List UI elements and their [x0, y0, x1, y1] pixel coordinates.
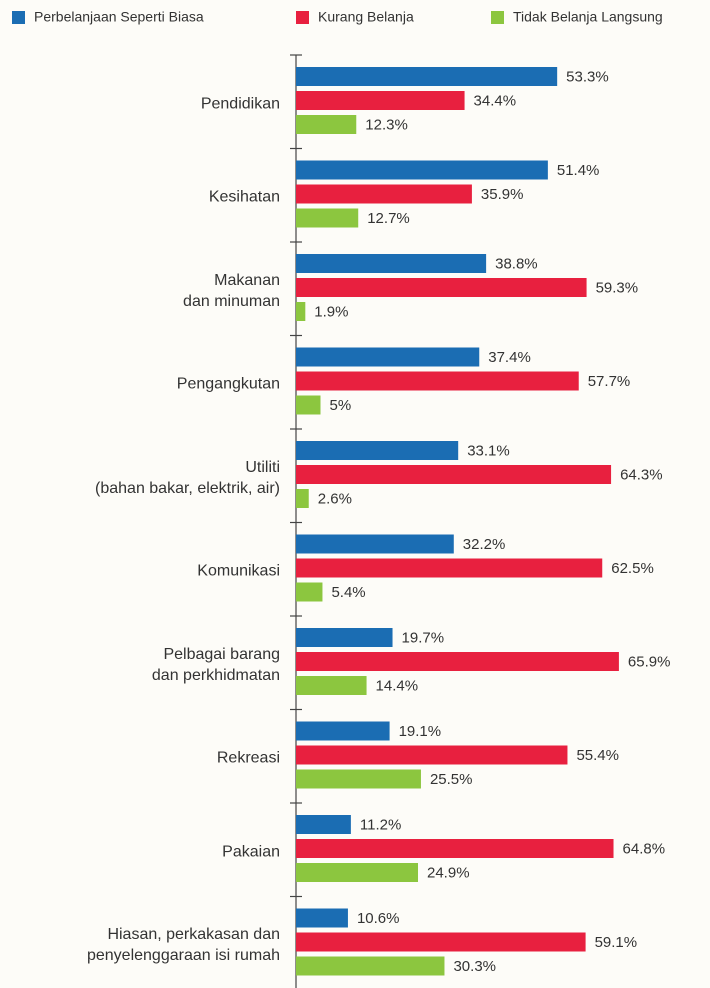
value-label: 30.3%	[453, 958, 496, 975]
category-label: Makanan dan minuman	[183, 271, 280, 310]
value-label: 64.3%	[620, 466, 663, 483]
legend-label: Perbelanjaan Seperti Biasa	[34, 9, 204, 25]
value-label: 55.4%	[576, 747, 619, 764]
bar	[296, 932, 586, 952]
bar	[296, 302, 306, 321]
value-label: 59.1%	[595, 934, 638, 951]
value-label: 62.5%	[611, 560, 654, 577]
value-label: 10.6%	[357, 910, 400, 927]
value-label: 35.9%	[481, 186, 524, 203]
value-label: 65.9%	[628, 653, 671, 670]
bar	[296, 652, 619, 671]
bar	[296, 208, 359, 228]
bar	[296, 721, 390, 741]
bar	[296, 956, 445, 976]
bar	[296, 628, 393, 647]
category-label: Pengangkutan	[176, 375, 280, 393]
category-label: Kesihatan	[208, 188, 280, 206]
legend-label: Tidak Belanja Langsung	[513, 9, 663, 25]
value-label: 51.4%	[557, 162, 600, 179]
value-label: 59.3%	[596, 279, 639, 296]
value-label: 19.1%	[399, 723, 442, 740]
value-label: 57.7%	[588, 373, 631, 390]
category-label: Komunikasi	[197, 562, 280, 580]
bar	[296, 254, 487, 273]
bar	[296, 371, 579, 391]
value-label: 5.4%	[331, 584, 365, 601]
value-label: 25.5%	[430, 771, 473, 788]
bar	[296, 489, 309, 508]
bar	[296, 441, 459, 460]
value-label: 11.2%	[360, 816, 401, 833]
bar	[296, 839, 614, 858]
bar	[296, 395, 321, 415]
bar	[296, 67, 558, 86]
category-label: Hiasan, perkakasan dan penyelenggaraan i…	[86, 926, 280, 965]
value-label: 2.6%	[318, 490, 352, 507]
bar	[296, 91, 465, 110]
value-label: 5%	[330, 397, 352, 414]
value-label: 33.1%	[467, 442, 510, 459]
bar	[296, 863, 419, 882]
bar	[296, 676, 367, 695]
legend-swatch	[12, 11, 25, 24]
category-label: Pakaian	[222, 843, 280, 861]
bar	[296, 184, 472, 204]
value-label: 14.4%	[376, 677, 419, 694]
value-label: 34.4%	[474, 92, 517, 109]
bar	[296, 745, 568, 765]
value-label: 38.8%	[495, 255, 538, 272]
value-label: 1.9%	[314, 303, 348, 320]
value-label: 24.9%	[427, 864, 470, 881]
bar	[296, 465, 612, 484]
bar	[296, 908, 348, 928]
category-label: Pelbagai barang dan perkhidmatan	[151, 645, 280, 684]
bar	[296, 115, 357, 134]
bar	[296, 534, 454, 554]
value-label: 53.3%	[566, 68, 609, 85]
value-label: 19.7%	[402, 629, 445, 646]
bar	[296, 769, 421, 789]
legend-swatch	[491, 11, 504, 24]
category-label: Pendidikan	[200, 95, 280, 113]
value-label: 12.3%	[365, 116, 408, 133]
category-label: Utiliti (bahan bakar, elektrik, air)	[95, 458, 280, 497]
bar	[296, 582, 323, 602]
value-label: 37.4%	[488, 349, 531, 366]
value-label: 32.2%	[463, 536, 506, 553]
bar	[296, 278, 587, 297]
bar	[296, 160, 548, 180]
legend-label: Kurang Belanja	[318, 9, 414, 25]
legend-swatch	[296, 11, 309, 24]
bar	[296, 558, 603, 578]
bar	[296, 815, 351, 834]
category-label: Rekreasi	[216, 749, 280, 767]
value-label: 12.7%	[367, 210, 410, 227]
value-label: 64.8%	[623, 840, 666, 857]
bar	[296, 347, 480, 367]
